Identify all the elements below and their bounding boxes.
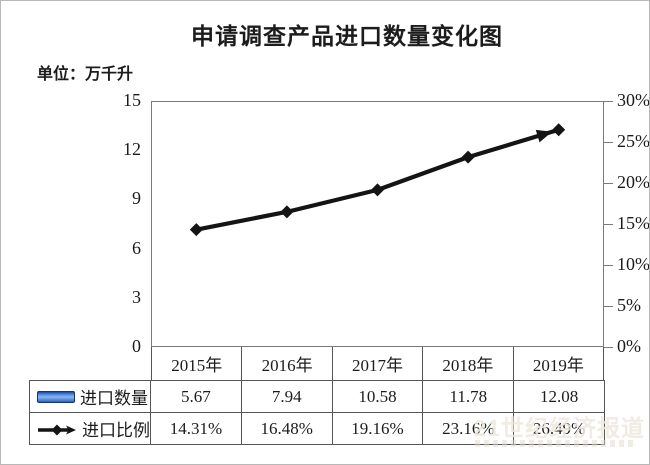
quantity-value-cell: 7.94: [242, 381, 333, 412]
legend-label-import-ratio: 进口比例: [82, 421, 150, 440]
right-axis-tick-mark: [604, 183, 613, 184]
quantity-value-cell: 11.78: [423, 381, 515, 412]
bar-series-legend-icon: [37, 390, 75, 403]
right-axis-tick-mark: [604, 347, 613, 348]
left-axis-tick-label: 6: [132, 237, 141, 258]
table-row-import-quantity: 进口数量 5.67 7.94 10.58 11.78 12.08: [29, 380, 605, 413]
right-axis-tick-label: 20%: [617, 172, 650, 193]
category-header-row: 2015年 2016年 2017年 2018年 2019年: [151, 347, 604, 380]
legend-import-ratio: 进口比例: [30, 413, 151, 444]
line-series-legend-icon: [37, 422, 77, 436]
ratio-value-cell: 14.31%: [151, 413, 242, 444]
left-axis-tick-label: 15: [123, 90, 141, 111]
category-cell: 2017年: [333, 347, 424, 380]
right-axis-tick-mark: [604, 306, 613, 307]
legend-label-import-quantity: 进口数量: [80, 389, 148, 408]
ratio-value-cell: 23.16%: [423, 413, 515, 444]
legend-import-quantity: 进口数量: [30, 381, 151, 412]
category-cell: 2015年: [152, 347, 243, 380]
right-axis-tick-mark: [604, 224, 613, 225]
right-axis-tick-mark: [604, 101, 613, 102]
left-axis-tick-label: 9: [132, 188, 141, 209]
left-axis-tick-label: 12: [123, 139, 141, 160]
right-axis-tick-label: 15%: [617, 213, 650, 234]
chart-title: 申请调查产品进口数量变化图: [191, 23, 503, 49]
category-cell: 2016年: [242, 347, 333, 380]
right-axis-tick-label: 25%: [617, 131, 650, 152]
unit-label: 单位：万千升: [37, 66, 134, 83]
category-cell: 2018年: [423, 347, 514, 380]
quantity-value-cell: 5.67: [151, 381, 242, 412]
right-axis-tick-label: 0%: [617, 336, 641, 357]
ratio-value-cell: 19.16%: [333, 413, 424, 444]
ratio-value-cell: 26.49%: [532, 418, 586, 438]
quantity-value-cell: 10.58: [333, 381, 424, 412]
right-axis-tick-label: 5%: [617, 295, 641, 316]
table-row-import-ratio: 进口比例 14.31% 16.48% 19.16% 23.16% 26.49%: [29, 413, 605, 445]
ratio-value-cell: 16.48%: [242, 413, 333, 444]
right-axis-tick-label: 10%: [617, 254, 650, 275]
quantity-value-cell: 12.08: [539, 386, 579, 406]
right-axis-tick-mark: [604, 142, 613, 143]
right-axis-tick-mark: [604, 265, 613, 266]
plot-area: [151, 101, 604, 347]
right-axis-tick-label: 30%: [617, 90, 650, 111]
left-axis-tick-label: 0: [132, 336, 141, 357]
category-cell: 2019年: [532, 356, 584, 375]
left-axis-tick-label: 3: [132, 286, 141, 307]
